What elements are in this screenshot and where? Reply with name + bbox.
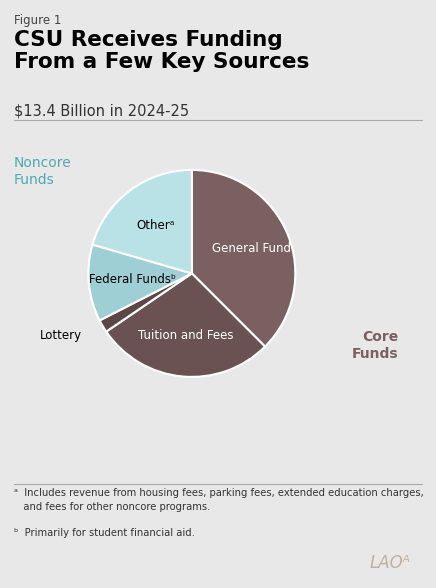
Text: Noncore
Funds: Noncore Funds [14,156,72,188]
Wedge shape [106,273,265,377]
Text: ᵇ  Primarily for student financial aid.: ᵇ Primarily for student financial aid. [14,528,195,538]
Text: Figure 1: Figure 1 [14,14,61,27]
Text: Federal Fundsᵇ: Federal Fundsᵇ [89,273,176,286]
Text: LAOᴬ: LAOᴬ [369,554,410,572]
Text: Tuition and Fees: Tuition and Fees [138,329,234,342]
Text: CSU Receives Funding
From a Few Key Sources: CSU Receives Funding From a Few Key Sour… [14,30,310,72]
Text: Lottery: Lottery [39,329,82,342]
Text: Otherᵃ: Otherᵃ [136,219,175,232]
Text: ᵃ  Includes revenue from housing fees, parking fees, extended education charges,: ᵃ Includes revenue from housing fees, pa… [14,488,424,512]
Text: General Fund: General Fund [211,242,291,255]
Wedge shape [192,170,295,346]
Wedge shape [100,273,192,332]
Wedge shape [89,245,192,320]
Text: Core
Funds: Core Funds [351,330,398,361]
Text: $13.4 Billion in 2024-25: $13.4 Billion in 2024-25 [14,104,189,119]
Wedge shape [92,170,192,273]
